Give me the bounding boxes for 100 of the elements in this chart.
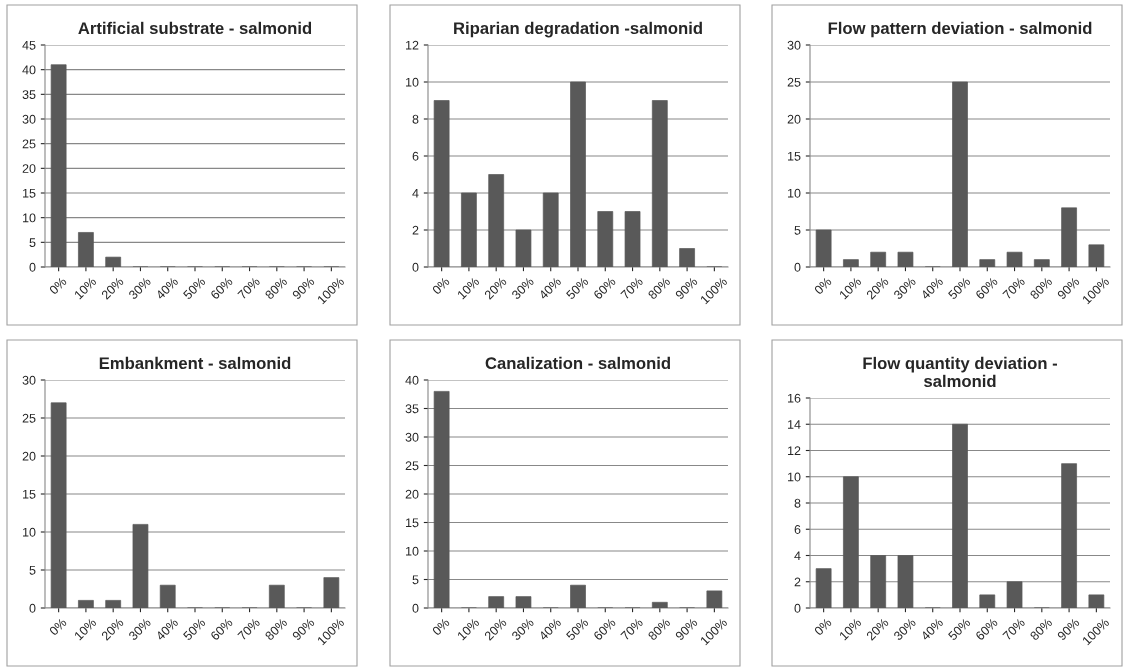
bar [706,590,723,608]
bar [323,577,340,608]
x-tick-label: 70% [620,617,644,641]
y-tick-label: 2 [412,225,419,235]
y-tick-label: 45 [22,40,36,50]
x-tick-label: 10% [838,617,862,641]
x-tick-label: 70% [237,617,261,641]
bar [870,251,887,267]
x-tick-label: 50% [947,617,971,641]
y-tick-label: 40 [405,375,419,385]
bar [597,211,614,267]
bar [461,192,477,267]
bar [815,568,832,608]
y-tick-label: 35 [405,404,419,414]
y-tick-label: 0 [794,603,801,613]
x-tick-label: 80% [647,276,671,300]
bar [570,584,586,608]
x-tick-label: 50% [565,276,589,300]
bar [78,600,94,608]
y-tick-label: 0 [412,603,419,613]
bar [1033,259,1050,267]
y-tick-label: 30 [22,375,36,385]
x-tick-label: 40% [920,617,944,642]
y-tick-label: 6 [794,525,801,534]
y-tick-label: 5 [412,575,419,585]
bar [515,596,532,608]
x-tick-label: 60% [592,276,617,300]
x-tick-label: 70% [1002,276,1026,300]
y-tick-label: 2 [794,577,801,587]
y-tick-label: 12 [406,40,419,50]
y-tick-label: 0 [794,262,801,272]
x-tick-label: 70% [237,276,261,300]
x-tick-label: 90% [674,276,698,300]
y-tick-label: 10 [406,77,419,87]
y-tick-label: 5 [794,225,801,235]
x-tick-label: 90% [291,276,315,300]
bar [815,229,832,267]
y-tick-label: 8 [412,114,419,124]
bar [952,81,968,267]
y-tick-label: 15 [23,188,36,198]
y-tick-label: 10 [788,188,801,198]
chart-title: Flow pattern deviation - salmonid [828,21,1092,38]
y-tick-label: 20 [787,114,801,124]
x-tick-label: 0% [431,276,451,295]
y-tick-label: 10 [23,213,36,223]
x-tick-label: 80% [647,617,671,641]
x-tick-label: 0% [431,617,451,636]
y-tick-label: 12 [788,446,801,456]
y-tick-label: 10 [406,546,419,556]
x-tick-label: 10% [838,276,862,300]
y-tick-label: 10 [788,472,801,482]
x-tick-label: 10% [73,617,97,641]
bar [570,81,586,267]
x-tick-label: 90% [1056,617,1080,641]
bar [651,100,668,267]
y-tick-label: 0 [29,262,36,272]
bar [1088,244,1105,267]
x-tick-label: 60% [209,276,234,300]
y-tick-label: 30 [22,114,36,124]
y-tick-label: 20 [22,451,36,461]
x-tick-label: 40% [155,617,179,642]
y-tick-label: 20 [405,489,419,499]
x-tick-label: 30% [511,617,535,641]
y-tick-label: 25 [405,461,419,471]
x-tick-label: 50% [182,617,206,641]
bar [1088,594,1105,608]
chart-title: Flow quantity deviation - salmonid [863,356,1058,388]
y-tick-label: 8 [794,498,801,508]
bar [433,100,450,267]
y-tick-label: 0 [29,603,36,613]
x-tick-label: 70% [1002,617,1026,641]
x-tick-label: 30% [893,276,917,300]
x-tick-label: 0% [813,276,833,295]
x-tick-label: 60% [974,276,999,300]
bar [78,232,94,267]
x-tick-label: 80% [264,617,288,641]
bar [433,391,450,608]
x-tick-label: 40% [538,276,562,301]
bar [159,584,176,608]
y-tick-label: 14 [788,420,801,429]
y-tick-label: 4 [794,551,801,561]
bar [515,229,532,267]
y-tick-label: 6 [412,151,419,161]
x-tick-label: 30% [511,276,535,300]
x-tick-label: 40% [920,276,944,301]
x-tick-label: 40% [155,276,179,301]
x-tick-label: 90% [1056,276,1080,300]
chart-title: Canalization - salmonid [485,356,670,370]
bar [105,600,122,608]
bar [488,174,505,267]
x-tick-label: 30% [893,617,917,641]
bar [952,423,968,608]
x-tick-label: 70% [620,276,644,300]
x-tick-label: 10% [73,276,97,300]
y-tick-label: 0 [412,262,419,272]
x-tick-label: 50% [947,276,971,300]
chart-title: Riparian degradation -salmonid [454,21,702,38]
x-tick-label: 90% [674,617,698,641]
bar [624,211,641,267]
y-tick-label: 15 [406,518,419,528]
